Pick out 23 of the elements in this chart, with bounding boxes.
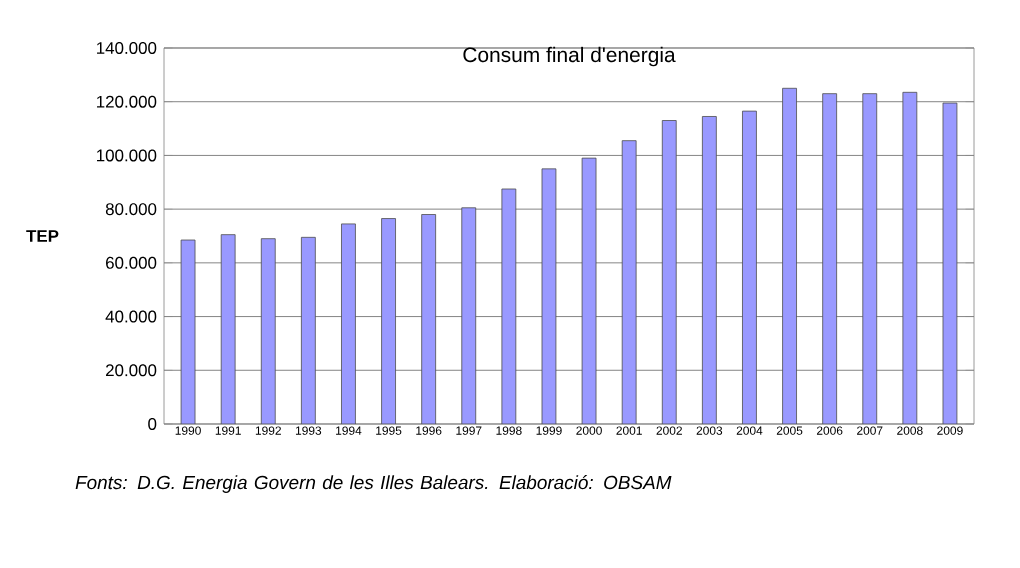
y-tick-label: 20.000 (106, 364, 157, 377)
y-tick-label: 60.000 (106, 256, 157, 269)
text: Fonts: D.G. Energia Govern de les Illes Balears. Elaboració: OBSAM (75, 475, 672, 493)
bar (260, 238, 276, 424)
bar (782, 87, 797, 424)
bar (742, 110, 757, 424)
y-tick-label: 100.000 (97, 149, 157, 162)
bar (862, 93, 878, 424)
bar (341, 223, 356, 424)
bar (661, 120, 677, 424)
y-tick-label: 40.000 (105, 310, 157, 323)
chart-title: Consum final d'energia (463, 46, 676, 67)
y-tick-label: 80.000 (105, 203, 157, 216)
y-tick-label: 120.000 (97, 95, 157, 108)
y-tick-label: 0 (148, 418, 157, 430)
bar (300, 236, 316, 424)
bar (461, 207, 477, 424)
y-axis-title: TEP (26, 230, 59, 242)
bar (701, 116, 717, 424)
bar (381, 218, 396, 424)
bar (421, 214, 437, 424)
bar (822, 93, 838, 424)
y-tick-label: 140.000 (97, 42, 157, 54)
